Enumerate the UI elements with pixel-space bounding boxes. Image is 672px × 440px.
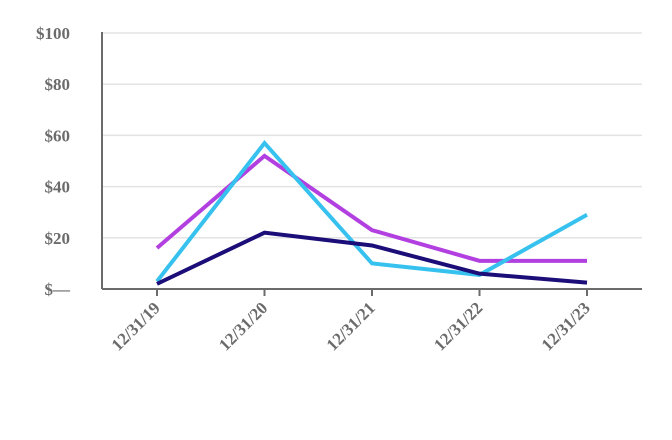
gridlines xyxy=(102,32,642,239)
y-tick-label: $20 xyxy=(45,229,71,248)
y-tick-label: $60 xyxy=(45,126,71,145)
series-line-2 xyxy=(155,139,588,283)
series-line-3 xyxy=(156,230,588,286)
y-tick-label: $40 xyxy=(45,178,71,197)
axes xyxy=(101,32,642,296)
y-tick-labels: $— $20 $40 $60 $80 $100 xyxy=(36,24,71,299)
x-tick-label: 12/31/23 xyxy=(538,298,594,354)
x-tick-label: 12/31/21 xyxy=(323,298,379,354)
x-tick-label: 12/31/20 xyxy=(215,298,271,354)
y-tick-label: $80 xyxy=(45,75,71,94)
y-tick-label: $— xyxy=(45,280,72,299)
series-lines xyxy=(155,139,588,286)
y-tick-label: $100 xyxy=(36,24,70,43)
x-tick-label: 12/31/22 xyxy=(430,298,486,354)
x-tick-labels: 12/31/19 12/31/20 12/31/21 12/31/22 12/31/23 xyxy=(108,298,594,354)
x-tick-label: 12/31/19 xyxy=(108,298,164,354)
